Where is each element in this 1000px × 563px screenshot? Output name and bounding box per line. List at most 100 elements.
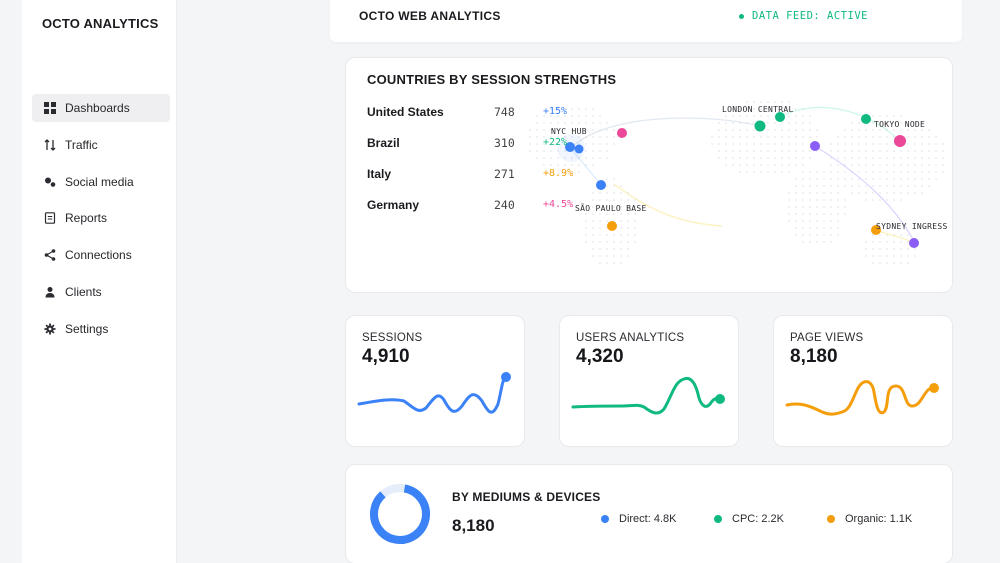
map-dot xyxy=(823,241,825,243)
map-dot xyxy=(599,220,601,222)
map-dot xyxy=(837,220,839,222)
map-dot xyxy=(564,108,566,110)
country-name: Brazil xyxy=(367,136,400,150)
country-row[interactable]: Germany 240 +4.5% xyxy=(367,198,577,214)
map-dot xyxy=(606,143,608,145)
map-dot xyxy=(886,157,888,159)
map-dot xyxy=(543,136,545,138)
map-dot xyxy=(858,150,860,152)
map-dot xyxy=(893,199,895,201)
map-dot xyxy=(620,220,622,222)
map-dot xyxy=(851,178,853,180)
map-dot xyxy=(865,129,867,131)
map-dot xyxy=(571,122,573,124)
gear-icon xyxy=(44,323,56,335)
asia-marker[interactable] xyxy=(861,114,871,124)
country-row[interactable]: Italy 271 +8.9% xyxy=(367,167,577,183)
map-dot xyxy=(606,234,608,236)
sidebar-item-clients[interactable]: Clients xyxy=(32,278,170,306)
page-views-card[interactable]: PAGE VIEWS 8,180 xyxy=(773,315,953,447)
tokyo-label: TOKYO NODE xyxy=(874,120,925,129)
map-dot xyxy=(571,108,573,110)
map-dot xyxy=(578,115,580,117)
map-dot xyxy=(592,136,594,138)
sydney-marker[interactable] xyxy=(909,238,919,248)
map-dot xyxy=(732,129,734,131)
map-dot xyxy=(606,199,608,201)
map-dot xyxy=(921,171,923,173)
sidebar-item-traffic[interactable]: Traffic xyxy=(32,131,170,159)
europe-east-marker[interactable] xyxy=(810,141,820,151)
map-dot xyxy=(830,213,832,215)
map-dot xyxy=(914,150,916,152)
map-dot xyxy=(613,136,615,138)
map-dot xyxy=(620,213,622,215)
map-dot xyxy=(592,255,594,257)
map-dot xyxy=(746,129,748,131)
map-dot xyxy=(753,129,755,131)
map-dot xyxy=(592,192,594,194)
sidebar-item-reports[interactable]: Reports xyxy=(32,204,170,232)
map-dot xyxy=(795,185,797,187)
map-dot xyxy=(627,206,629,208)
map-dot xyxy=(879,150,881,152)
map-dot xyxy=(725,129,727,131)
country-row[interactable]: Brazil 310 +22% xyxy=(367,136,577,152)
country-delta: +15% xyxy=(543,106,568,117)
map-dot xyxy=(620,206,622,208)
map-dot xyxy=(879,129,881,131)
sidebar-item-connections[interactable]: Connections xyxy=(32,241,170,269)
london-secondary-marker[interactable] xyxy=(775,112,785,122)
map-dot xyxy=(802,150,804,152)
map-dot xyxy=(865,255,867,257)
map-dot xyxy=(578,129,580,131)
map-dot xyxy=(774,157,776,159)
sessions-card[interactable]: SESSIONS 4,910 xyxy=(345,315,525,447)
tokyo-marker[interactable] xyxy=(894,135,906,147)
nyc-secondary-marker[interactable] xyxy=(574,144,584,154)
nyc-hub-marker[interactable] xyxy=(565,142,575,152)
users-analytics-card[interactable]: USERS ANALYTICS 4,320 xyxy=(559,315,739,447)
sidebar-item-dashboards[interactable]: Dashboards xyxy=(32,94,170,122)
map-dot xyxy=(900,178,902,180)
map-dot xyxy=(816,171,818,173)
sidebar-item-social-media[interactable]: Social media xyxy=(32,168,170,196)
us-south-marker[interactable] xyxy=(596,180,606,190)
map-dot xyxy=(606,206,608,208)
london-marker[interactable] xyxy=(754,120,766,132)
map-dot xyxy=(571,115,573,117)
map-dot xyxy=(578,143,580,145)
map-dot xyxy=(795,157,797,159)
map-dot xyxy=(620,234,622,236)
map-dot xyxy=(620,241,622,243)
countries-card-title: COUNTRIES BY SESSION STRENGTHS xyxy=(367,72,617,87)
map-dot xyxy=(550,150,552,152)
sao-paulo-marker[interactable] xyxy=(607,221,617,231)
sidebar: OCTO ANALYTICS Dashboards Traffic Social… xyxy=(22,0,177,563)
map-dot xyxy=(823,220,825,222)
map-dot xyxy=(788,199,790,201)
map-dot xyxy=(872,164,874,166)
legend-label: CPC: 2.2K xyxy=(732,513,784,525)
country-row[interactable]: United States 748 +15% xyxy=(367,105,577,121)
map-dot xyxy=(627,220,629,222)
map-dot xyxy=(795,136,797,138)
map-dot xyxy=(746,143,748,145)
australia-marker[interactable] xyxy=(871,225,881,235)
london-label: LONDON CENTRAL xyxy=(722,105,794,114)
map-dot xyxy=(851,143,853,145)
sidebar-item-settings[interactable]: Settings xyxy=(32,315,170,343)
map-dot xyxy=(865,241,867,243)
map-dot xyxy=(865,185,867,187)
map-dot xyxy=(893,255,895,257)
map-dot xyxy=(907,157,909,159)
map-dot xyxy=(599,122,601,124)
brand-logo: OCTO ANALYTICS xyxy=(42,16,159,31)
map-dot xyxy=(802,164,804,166)
map-dot xyxy=(606,185,608,187)
map-dot xyxy=(823,199,825,201)
map-dot xyxy=(809,213,811,215)
map-dot xyxy=(571,129,573,131)
pink-marker[interactable] xyxy=(617,128,627,138)
map-dot xyxy=(585,150,587,152)
